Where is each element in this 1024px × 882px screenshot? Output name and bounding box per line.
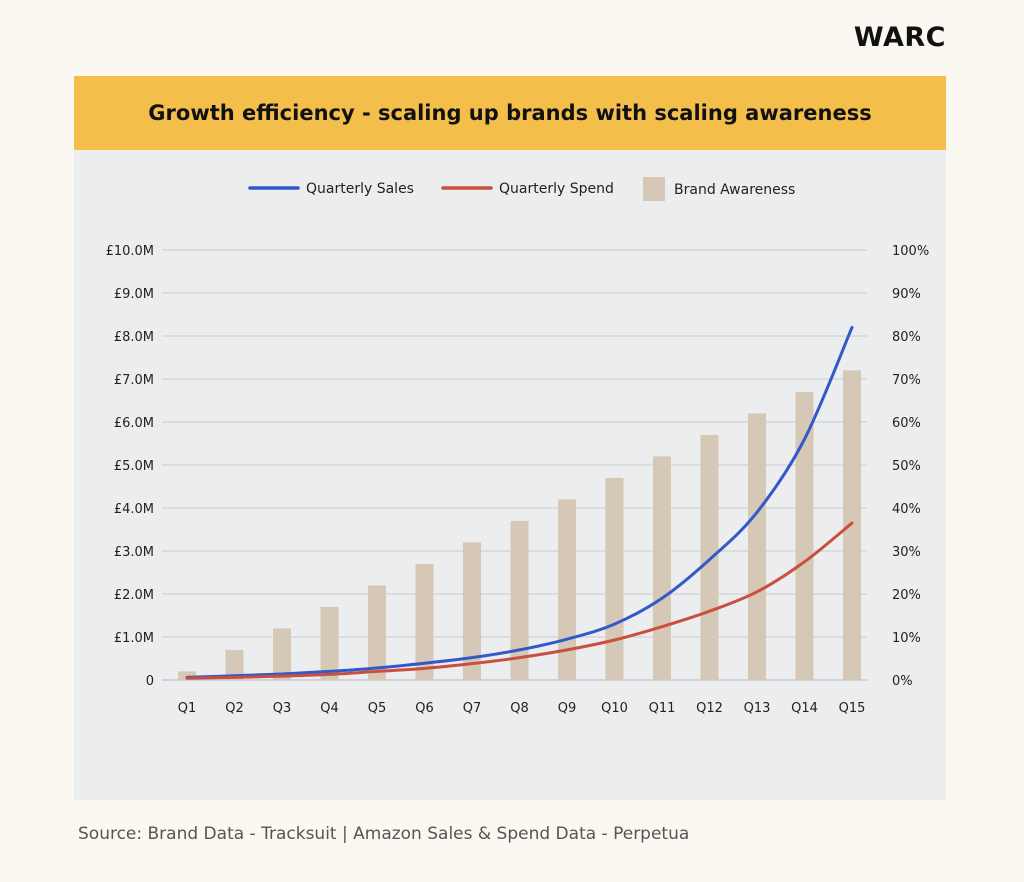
x-tick-label: Q13 [744, 701, 771, 716]
y-right-tick-label: 0% [892, 674, 913, 689]
x-tick-label: Q11 [649, 701, 676, 716]
awareness-bar [795, 391, 814, 680]
y-left-tick-label: 0 [146, 674, 154, 689]
x-tick-label: Q10 [601, 701, 628, 716]
quarterly-sales-legend-label: Quarterly Sales [306, 181, 414, 197]
y-left-tick-label: £5.0M [114, 459, 154, 474]
y-right-tick-label: 50% [892, 459, 921, 474]
x-tick-label: Q9 [558, 701, 577, 716]
y-right-tick-label: 20% [892, 588, 921, 603]
chart-title-bar: Growth efficiency - scaling up brands wi… [74, 76, 946, 150]
awareness-bar [225, 649, 244, 680]
y-left-tick-label: £1.0M [114, 631, 154, 646]
awareness-bar [510, 520, 529, 680]
y-right-tick-label: 40% [892, 502, 921, 517]
y-right-tick-label: 70% [892, 373, 921, 388]
x-tick-label: Q7 [463, 701, 482, 716]
x-tick-label: Q1 [178, 701, 197, 716]
quarterly-spend-legend-label: Quarterly Spend [499, 181, 614, 197]
y-right-tick-label: 100% [892, 244, 929, 259]
y-left-tick-label: £6.0M [114, 416, 154, 431]
quarterly-spend-line [185, 521, 854, 680]
awareness-bar [320, 606, 339, 680]
y-left-tick-label: £10.0M [106, 244, 154, 259]
y-left-tick-label: £4.0M [114, 502, 154, 517]
awareness-bar [558, 499, 576, 680]
awareness-bar [653, 456, 671, 680]
brand-awareness-legend-swatch [643, 177, 665, 201]
y-left-tick-label: £8.0M [114, 330, 154, 345]
y-left-tick-label: £9.0M [114, 287, 154, 302]
awareness-bar [463, 542, 481, 680]
quarterly-sales-line [185, 325, 854, 679]
y-left-tick-label: £2.0M [114, 588, 154, 603]
axis-ticks: 0 £1.0M £2.0M £3.0M £4.0M £5.0M £6.0M £7.0M £8.0… [106, 244, 930, 716]
chart-title: Growth efficiency - scaling up brands wi… [148, 101, 872, 125]
awareness-bar [178, 671, 196, 680]
y-right-tick-label: 30% [892, 545, 921, 560]
y-right-tick-label: 60% [892, 416, 921, 431]
y-left-tick-label: £7.0M [114, 373, 154, 388]
x-tick-label: Q5 [368, 701, 387, 716]
awareness-bar [605, 477, 624, 680]
y-right-tick-label: 10% [892, 631, 921, 646]
x-tick-label: Q2 [225, 701, 244, 716]
x-tick-label: Q14 [791, 701, 818, 716]
series-lines [185, 325, 854, 680]
chart-legend: Quarterly Sales Quarterly Spend Brand Awar… [248, 177, 795, 201]
source-note: Source: Brand Data - Tracksuit | Amazon … [78, 824, 690, 844]
awareness-bar [415, 563, 434, 680]
x-tick-label: Q12 [696, 701, 723, 716]
y-left-tick-label: £3.0M [114, 545, 154, 560]
x-tick-label: Q4 [320, 701, 339, 716]
warc-logo: WARC [853, 22, 946, 53]
awareness-bar [700, 434, 719, 680]
awareness-bar [843, 370, 861, 680]
y-right-tick-label: 90% [892, 287, 921, 302]
awareness-bars [178, 370, 861, 680]
awareness-bar [368, 585, 386, 680]
awareness-bar [748, 413, 766, 680]
x-tick-label: Q6 [415, 701, 434, 716]
awareness-bar [273, 628, 291, 680]
x-tick-label: Q15 [839, 701, 866, 716]
y-right-tick-label: 80% [892, 330, 921, 345]
x-tick-label: Q3 [273, 701, 292, 716]
brand-awareness-legend-label: Brand Awareness [674, 182, 795, 198]
x-tick-label: Q8 [510, 701, 529, 716]
